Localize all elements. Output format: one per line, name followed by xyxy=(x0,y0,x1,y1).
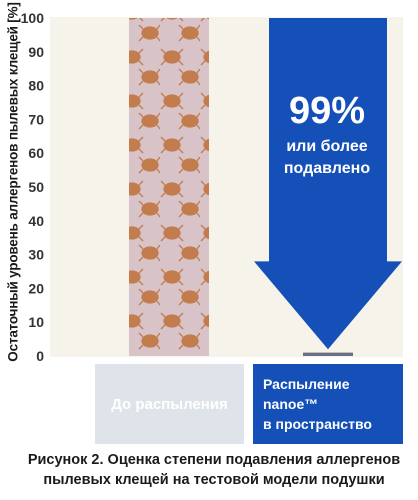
y-tick-label: 60 xyxy=(28,145,44,161)
y-tick-label: 30 xyxy=(28,247,44,263)
y-tick-label: 100 xyxy=(21,10,45,26)
bar-before xyxy=(129,18,209,356)
bar-after xyxy=(303,352,353,356)
y-tick-label: 0 xyxy=(36,348,44,364)
category-label-before-text: До распыления xyxy=(111,395,228,413)
callout-line-2: подавлено xyxy=(283,160,371,177)
y-tick-label: 70 xyxy=(28,111,44,127)
figure-caption: Рисунок 2. Оценка степени подавления алл… xyxy=(14,450,414,490)
category-label-after-line-2: в пространство xyxy=(263,416,372,432)
bars xyxy=(129,18,353,356)
caption-line-1: Рисунок 2. Оценка степени подавления алл… xyxy=(27,452,401,468)
category-label-after: Распыление nanoe™ в пространство xyxy=(253,364,403,444)
y-axis-label: Остаточный уровень аллергенов пылевых кл… xyxy=(5,2,21,362)
y-axis-ticks: 0 10 20 30 40 50 60 70 80 90 100 xyxy=(21,10,45,364)
y-tick-label: 10 xyxy=(28,314,44,330)
y-tick-label: 80 xyxy=(28,78,44,94)
y-tick-label: 20 xyxy=(28,280,44,296)
category-label-after-line-1: Распыление nanoe™ xyxy=(263,376,350,412)
callout-text: или более подавлено xyxy=(262,136,392,180)
y-tick-label: 40 xyxy=(28,213,44,229)
y-tick-label: 50 xyxy=(28,179,44,195)
caption-line-2: пылевых клещей на тестовой модели подушк… xyxy=(43,472,385,488)
callout-line-1: или более xyxy=(286,138,368,155)
y-axis-label-wrap: Остаточный уровень аллергенов пылевых кл… xyxy=(0,2,26,361)
suppression-arrow xyxy=(254,18,402,350)
y-tick-label: 90 xyxy=(28,44,44,60)
callout-value: 99% xyxy=(288,90,366,132)
category-label-before: До распыления xyxy=(95,364,244,444)
